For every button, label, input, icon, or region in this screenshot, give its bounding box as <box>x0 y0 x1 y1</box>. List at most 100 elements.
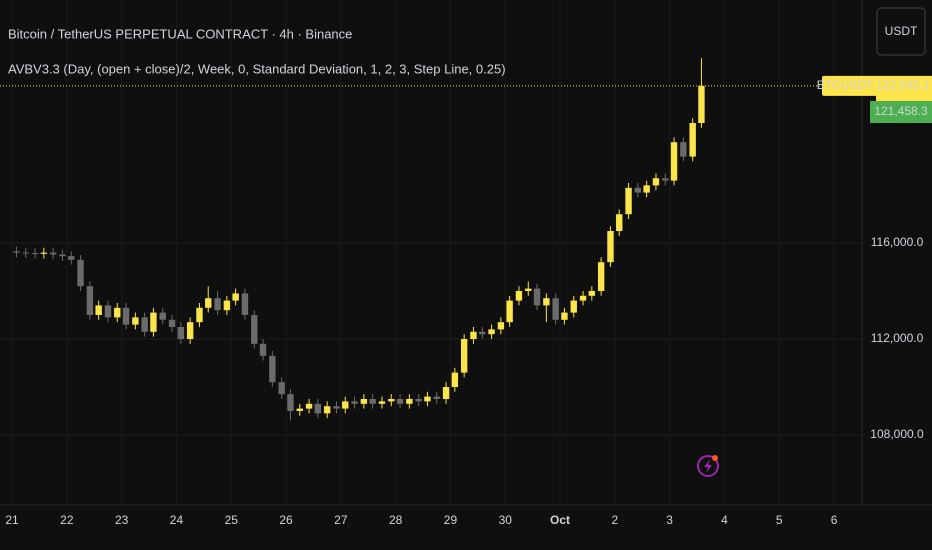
x-tick-label: 6 <box>831 513 838 527</box>
candle-body <box>579 295 587 301</box>
candle-body <box>552 298 559 320</box>
candle-body <box>68 256 75 260</box>
candle-body <box>543 298 550 306</box>
candle-body <box>488 329 495 335</box>
candle-body <box>122 307 130 325</box>
candle-body <box>652 178 660 186</box>
candle-body <box>232 293 239 301</box>
x-tick-label: 24 <box>170 513 184 527</box>
candle-body <box>333 406 340 409</box>
candle-body <box>296 408 303 411</box>
candle-body <box>662 178 669 181</box>
x-tick-label: 22 <box>60 513 74 527</box>
x-tick-label: 2 <box>612 513 619 527</box>
candle-body <box>378 401 386 404</box>
symbol-tag-label: BTCUSDT.P <box>817 78 884 92</box>
candle-body <box>561 312 568 320</box>
candle-body <box>497 322 505 330</box>
candle-body <box>525 288 532 291</box>
candle-body <box>95 305 102 315</box>
grid <box>0 0 862 505</box>
candle-body <box>259 343 267 356</box>
x-tick-label: 27 <box>334 513 348 527</box>
candle-body <box>13 251 20 253</box>
candle-body <box>269 355 276 383</box>
candle-body <box>698 85 705 123</box>
candle-body <box>186 322 194 339</box>
currency-button[interactable] <box>876 7 926 56</box>
candle-body <box>515 290 523 301</box>
candle-body <box>643 185 650 193</box>
x-tick-label: 21 <box>5 513 19 527</box>
candle-body <box>388 398 395 402</box>
candle-body <box>251 314 258 344</box>
candle-body <box>479 331 486 335</box>
candle-body <box>159 312 166 320</box>
candle-body <box>196 307 203 323</box>
candle-body <box>597 262 605 291</box>
reference-price-tag <box>870 100 932 123</box>
x-tick-label: 25 <box>225 513 239 527</box>
candle-body <box>369 398 376 404</box>
candle-body <box>342 401 349 409</box>
x-tick-label: 29 <box>444 513 458 527</box>
candle-body <box>460 338 468 373</box>
x-tick-label: 30 <box>499 513 513 527</box>
candle-body <box>305 403 313 409</box>
x-tick-label: 3 <box>666 513 673 527</box>
candle-body <box>104 305 112 318</box>
candle-body <box>351 401 358 404</box>
candle-body <box>323 406 331 414</box>
candles <box>13 58 705 421</box>
candle-body <box>314 403 322 414</box>
candle-body <box>470 331 477 339</box>
candle-body <box>360 398 368 404</box>
candle-body <box>278 382 285 395</box>
y-tick-label: 116,000.0 <box>871 235 924 249</box>
alert-bolt <box>704 459 712 473</box>
candle-body <box>40 252 48 254</box>
candle-body <box>406 398 413 404</box>
candle-body <box>214 298 221 311</box>
candle-body <box>168 319 176 327</box>
candle-body <box>287 394 294 411</box>
candle-body <box>223 300 231 311</box>
candle-body <box>205 298 212 308</box>
candle-body <box>442 386 450 399</box>
alert-icon[interactable] <box>697 455 719 477</box>
candle-body <box>77 259 84 287</box>
last-price-label: 122,545.1 <box>876 78 930 92</box>
symbol-tag <box>822 75 878 96</box>
candle-body <box>680 142 687 157</box>
candle-body <box>570 300 577 313</box>
y-tick-label: 108,000.0 <box>870 427 924 441</box>
candle-body <box>396 398 404 404</box>
candle-body <box>616 214 623 231</box>
chart-title: Bitcoin / TetherUS PERPETUAL CONTRACT · … <box>8 26 352 41</box>
reference-price-label: 121,458.3 <box>874 104 928 118</box>
alert-dot <box>712 455 718 461</box>
currency-button-label[interactable]: USDT <box>885 24 918 38</box>
candle-body <box>22 252 29 254</box>
candle-body <box>415 398 422 402</box>
candle-body <box>433 396 440 399</box>
candle-body <box>588 290 596 296</box>
candle-body <box>625 187 632 215</box>
candle-body <box>177 326 185 339</box>
candle-body <box>451 372 459 387</box>
x-tick-label: 5 <box>776 513 783 527</box>
candle-body <box>424 396 431 402</box>
x-tick-label: 28 <box>389 513 403 527</box>
candle-body <box>670 142 678 181</box>
candle-body <box>49 252 57 255</box>
candle-body <box>59 254 66 257</box>
candle-body <box>506 300 513 323</box>
x-tick-label: Oct <box>550 513 570 527</box>
candle-body <box>114 307 121 318</box>
candle-body <box>141 317 148 332</box>
x-tick-label: 23 <box>115 513 129 527</box>
alert-ring <box>697 455 719 477</box>
